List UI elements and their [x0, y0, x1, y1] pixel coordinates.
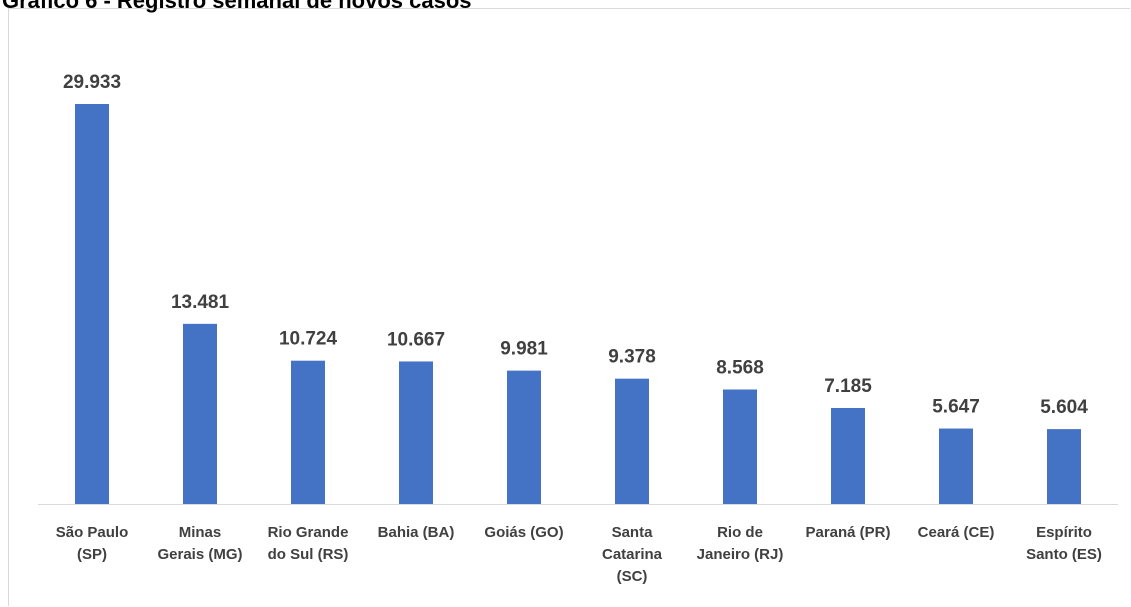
data-label: 9.378 — [608, 347, 656, 368]
data-label: 7.185 — [824, 376, 872, 397]
data-label: 10.724 — [279, 329, 338, 350]
data-label: 5.604 — [1040, 397, 1088, 418]
data-label: 13.481 — [171, 292, 230, 313]
data-label: 10.667 — [387, 329, 445, 350]
bar — [399, 361, 433, 504]
x-tick-label: Janeiro (RJ) — [697, 546, 784, 563]
x-tick-label: Catarina — [602, 546, 663, 563]
bar — [831, 407, 865, 504]
x-tick-label: Rio de — [717, 524, 763, 541]
x-tick-label: do Sul (RS) — [268, 546, 349, 563]
bar — [75, 104, 109, 504]
x-tick-label: São Paulo — [56, 524, 129, 541]
x-tick-label: Minas — [179, 524, 222, 541]
bar — [939, 428, 973, 504]
bar — [615, 378, 649, 504]
x-tick-label: Espírito — [1036, 524, 1092, 541]
x-tick-label: Santa — [612, 524, 654, 541]
bar — [723, 389, 757, 504]
chart-frame — [8, 8, 1130, 606]
bar — [507, 370, 541, 504]
x-tick-label: Rio Grande — [268, 524, 349, 541]
x-tick-label: (SP) — [77, 546, 107, 563]
x-tick-label: Santo (ES) — [1026, 546, 1102, 563]
bar — [291, 360, 325, 504]
x-tick-label: Bahia (BA) — [378, 524, 455, 541]
bar — [183, 323, 217, 504]
x-tick-label: Ceará (CE) — [918, 524, 995, 541]
bar — [1047, 429, 1081, 504]
x-tick-label: Goiás (GO) — [484, 524, 563, 541]
x-tick-label: (SC) — [617, 568, 648, 585]
chart-title: Gráfico 6 - Registro semanal de novos ca… — [2, 0, 472, 13]
data-label: 5.647 — [932, 397, 980, 418]
x-tick-label: Gerais (MG) — [157, 546, 242, 563]
x-tick-label: Paraná (PR) — [805, 524, 890, 541]
data-label: 9.981 — [500, 339, 548, 360]
data-label: 8.568 — [716, 358, 764, 379]
data-label: 29.933 — [63, 72, 121, 93]
